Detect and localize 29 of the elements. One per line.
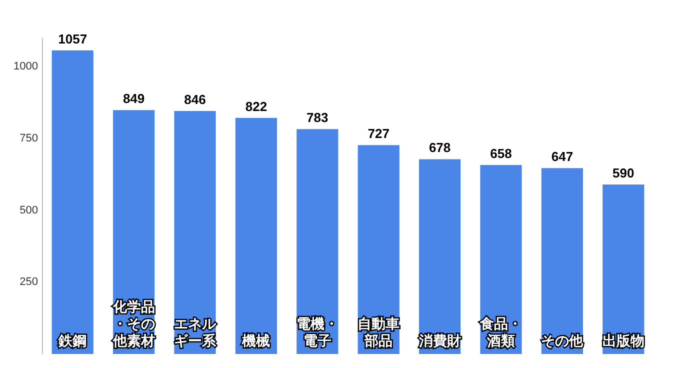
data-label: 1057 [58, 31, 88, 46]
data-label: 727 [368, 126, 390, 142]
bar [418, 159, 461, 354]
data-label: 822 [245, 98, 268, 114]
x-tick-label: 食品・酒類 [479, 316, 522, 350]
bar [602, 184, 644, 354]
bar [541, 168, 584, 354]
x-tick-label: 電機・電子 [296, 316, 338, 350]
y-tick-label: 250 [20, 276, 38, 288]
x-tick-label: 鉄鋼 [58, 334, 87, 350]
y-tick-label: 500 [20, 204, 38, 216]
data-label: 647 [551, 149, 574, 164]
data-label: 849 [122, 91, 145, 106]
data-label: 678 [428, 140, 451, 156]
data-label: 590 [612, 166, 634, 181]
x-tick-label: エネルギー系 [174, 316, 217, 350]
bar [52, 50, 94, 354]
y-tick-label: 1000 [14, 60, 38, 73]
bar [480, 164, 522, 354]
data-label: 658 [490, 146, 512, 161]
x-tick-label: 自動車部品 [358, 316, 400, 350]
y-tick-label: 750 [20, 132, 38, 145]
x-tick-label: 出版物 [602, 334, 644, 350]
bar [235, 118, 278, 354]
data-label: 783 [306, 110, 328, 126]
x-tick-label: 機械 [241, 334, 270, 350]
data-label: 846 [184, 92, 206, 107]
bar [296, 129, 338, 354]
bar [174, 110, 216, 354]
